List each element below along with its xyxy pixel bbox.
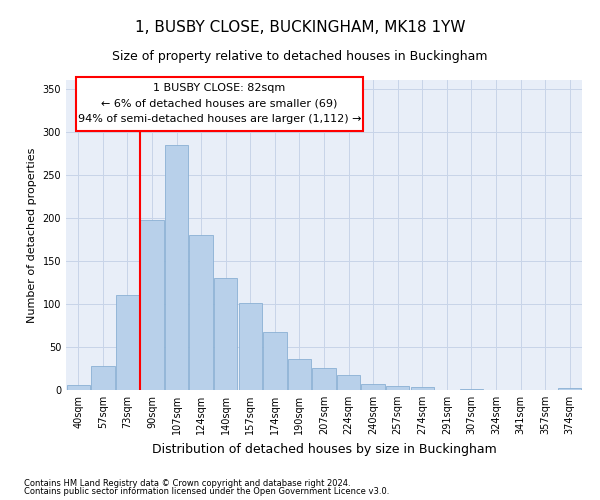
Bar xyxy=(386,386,409,390)
Bar xyxy=(214,278,238,390)
X-axis label: Distribution of detached houses by size in Buckingham: Distribution of detached houses by size … xyxy=(152,442,496,456)
Text: 1, BUSBY CLOSE, BUCKINGHAM, MK18 1YW: 1, BUSBY CLOSE, BUCKINGHAM, MK18 1YW xyxy=(135,20,465,35)
Bar xyxy=(76,77,363,131)
Bar xyxy=(313,368,335,390)
Text: 94% of semi-detached houses are larger (1,112) →: 94% of semi-detached houses are larger (… xyxy=(78,114,361,124)
Text: 1 BUSBY CLOSE: 82sqm: 1 BUSBY CLOSE: 82sqm xyxy=(154,83,286,93)
Bar xyxy=(190,235,213,390)
Text: Contains public sector information licensed under the Open Government Licence v3: Contains public sector information licen… xyxy=(24,487,389,496)
Text: Size of property relative to detached houses in Buckingham: Size of property relative to detached ho… xyxy=(112,50,488,63)
Bar xyxy=(460,389,483,390)
Bar xyxy=(263,332,287,390)
Bar xyxy=(239,303,262,390)
Bar xyxy=(361,384,385,390)
Bar xyxy=(91,366,115,390)
Bar xyxy=(337,374,360,390)
Bar xyxy=(67,385,90,390)
Text: ← 6% of detached houses are smaller (69): ← 6% of detached houses are smaller (69) xyxy=(101,98,338,108)
Bar xyxy=(165,144,188,390)
Bar xyxy=(140,220,164,390)
Bar xyxy=(288,359,311,390)
Bar xyxy=(410,388,434,390)
Text: Contains HM Land Registry data © Crown copyright and database right 2024.: Contains HM Land Registry data © Crown c… xyxy=(24,478,350,488)
Y-axis label: Number of detached properties: Number of detached properties xyxy=(27,148,37,322)
Bar xyxy=(116,296,139,390)
Bar xyxy=(558,388,581,390)
